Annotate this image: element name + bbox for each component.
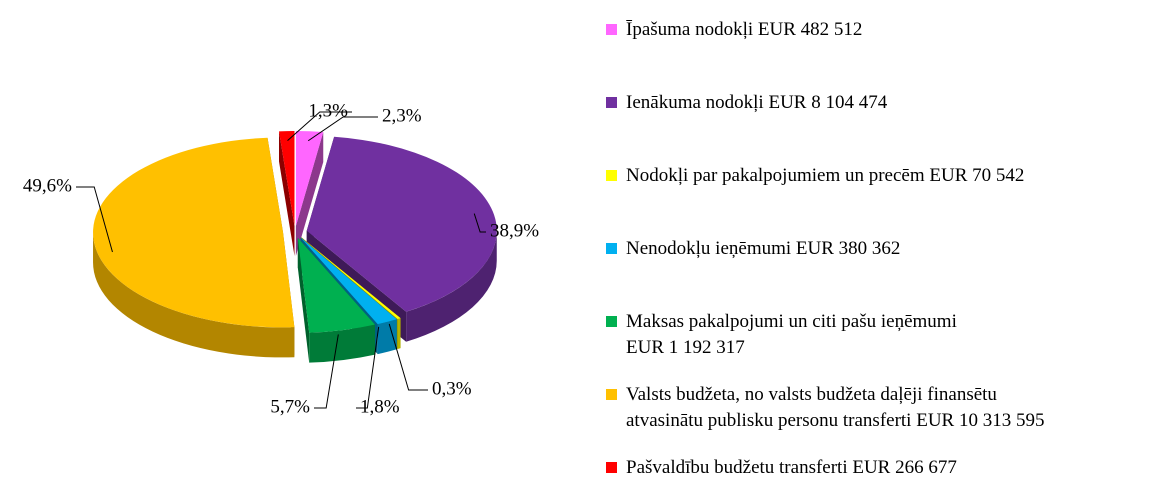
data-label: 0,3% <box>432 378 472 399</box>
slice-wall <box>406 230 497 342</box>
slice <box>297 237 376 333</box>
legend-label: Nodokļi par pakalpojumiem un precēm EUR … <box>626 165 1025 186</box>
legend-swatch <box>606 243 617 254</box>
leader-line <box>76 186 113 253</box>
leader-line <box>356 326 380 409</box>
legend-item: Nenodokļu ieņēmumi EUR 380 362 <box>606 236 900 262</box>
slice-face <box>295 132 324 257</box>
legend-item: Valsts budžeta, no valsts budžeta daļēji… <box>606 382 1044 434</box>
leader-line <box>307 116 378 142</box>
leader-line <box>388 323 428 391</box>
slice <box>93 137 295 328</box>
legend-label: Pašvaldību budžetu transferti EUR 266 67… <box>626 457 957 478</box>
legend-item: Īpašuma nodokļi EUR 482 512 <box>606 17 862 43</box>
legend-swatch <box>606 170 617 181</box>
legend-item: Maksas pakalpojumi un citi pašu ieņēmumi… <box>606 309 957 361</box>
legend-label: Nenodokļu ieņēmumi EUR 380 362 <box>626 238 901 259</box>
slice-wall <box>377 319 397 355</box>
slice-face <box>297 237 310 363</box>
data-label: 38,9% <box>490 220 539 241</box>
data-label: 1,3% <box>308 100 348 121</box>
legend-label: Valsts budžeta, no valsts budžeta daļēji… <box>626 384 1045 431</box>
slice <box>278 131 295 227</box>
pie-area: 2,3% 38,9% 0,3% 1,8% 5,7% 49,6% 1,3% <box>23 100 539 417</box>
legend-label: Ienākuma nodokļi EUR 8 104 474 <box>626 92 888 113</box>
slice <box>306 136 497 312</box>
slice <box>301 237 401 320</box>
legend-swatch <box>606 389 617 400</box>
leader-line <box>287 111 352 141</box>
legend-swatch <box>606 462 617 473</box>
slice-wall <box>93 232 295 358</box>
legend-swatch <box>606 97 617 108</box>
legend-swatch <box>606 24 617 35</box>
slice-face <box>278 131 295 257</box>
slice <box>300 237 397 325</box>
legend-label: Īpašuma nodokļi EUR 482 512 <box>626 19 863 40</box>
leader-line <box>314 334 339 409</box>
data-label: 5,7% <box>270 396 310 417</box>
slice-tops <box>93 131 497 333</box>
slice-wall <box>309 324 376 363</box>
data-label: 1,8% <box>360 396 400 417</box>
legend-item: Pašvaldību budžetu transferti EUR 266 67… <box>606 455 957 481</box>
leader-line <box>473 213 486 233</box>
data-label: 2,3% <box>382 105 422 126</box>
legend-item: Nodokļi par pakalpojumiem un precēm EUR … <box>606 163 1024 189</box>
slice-wall <box>397 318 401 350</box>
legend-swatch <box>606 316 617 327</box>
data-label: 49,6% <box>23 175 72 196</box>
slice <box>295 131 324 227</box>
legend-label: Maksas pakalpojumi un citi pašu ieņēmumi… <box>626 311 957 358</box>
legend-item: Ienākuma nodokļi EUR 8 104 474 <box>606 90 887 116</box>
